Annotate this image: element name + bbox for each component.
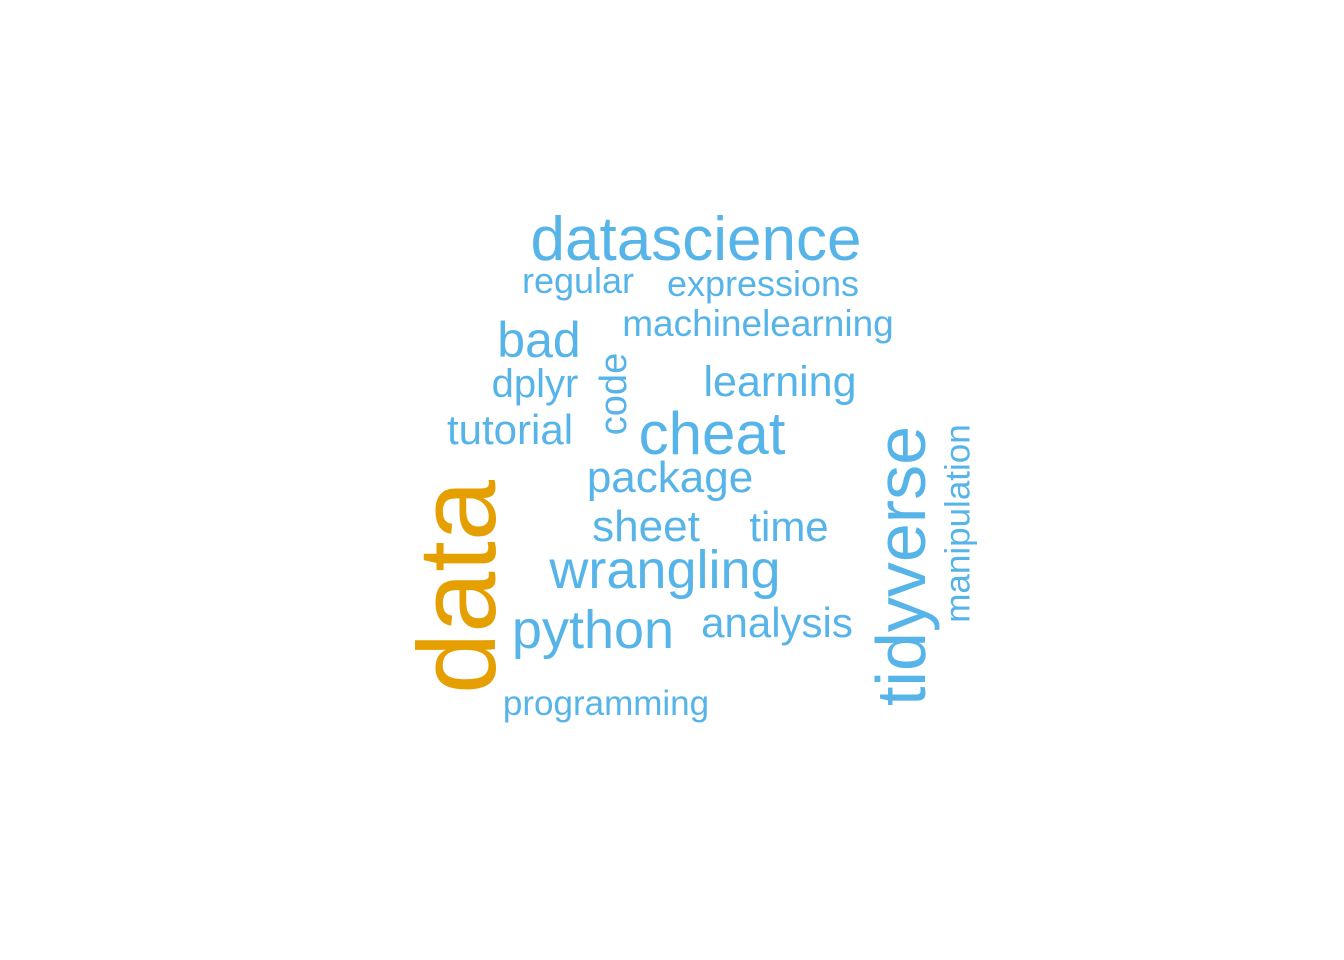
word-wrangling: wrangling	[549, 540, 781, 600]
word-cheat: cheat	[638, 400, 786, 467]
word-sheet: sheet	[592, 502, 700, 551]
word-regular: regular	[521, 260, 635, 301]
word-python: python	[511, 600, 675, 660]
word-time: time	[749, 503, 829, 550]
word-learning: learning	[703, 357, 857, 406]
word-code: code	[593, 352, 635, 436]
word-analysis: analysis	[701, 599, 853, 646]
word-bad: bad	[497, 312, 581, 368]
word-package: package	[586, 453, 754, 502]
word-tutorial: tutorial	[446, 406, 574, 453]
word-programming: programming	[502, 683, 710, 723]
word-machinelearning: machinelearning	[622, 302, 894, 344]
word-manipulation: manipulation	[938, 423, 978, 623]
word-expressions: expressions	[666, 263, 860, 304]
word-tidyverse: tidyverse	[861, 425, 940, 707]
word-datascience: datascience	[530, 205, 862, 274]
word-data: data	[396, 479, 519, 695]
word-dplyr: dplyr	[491, 362, 579, 406]
